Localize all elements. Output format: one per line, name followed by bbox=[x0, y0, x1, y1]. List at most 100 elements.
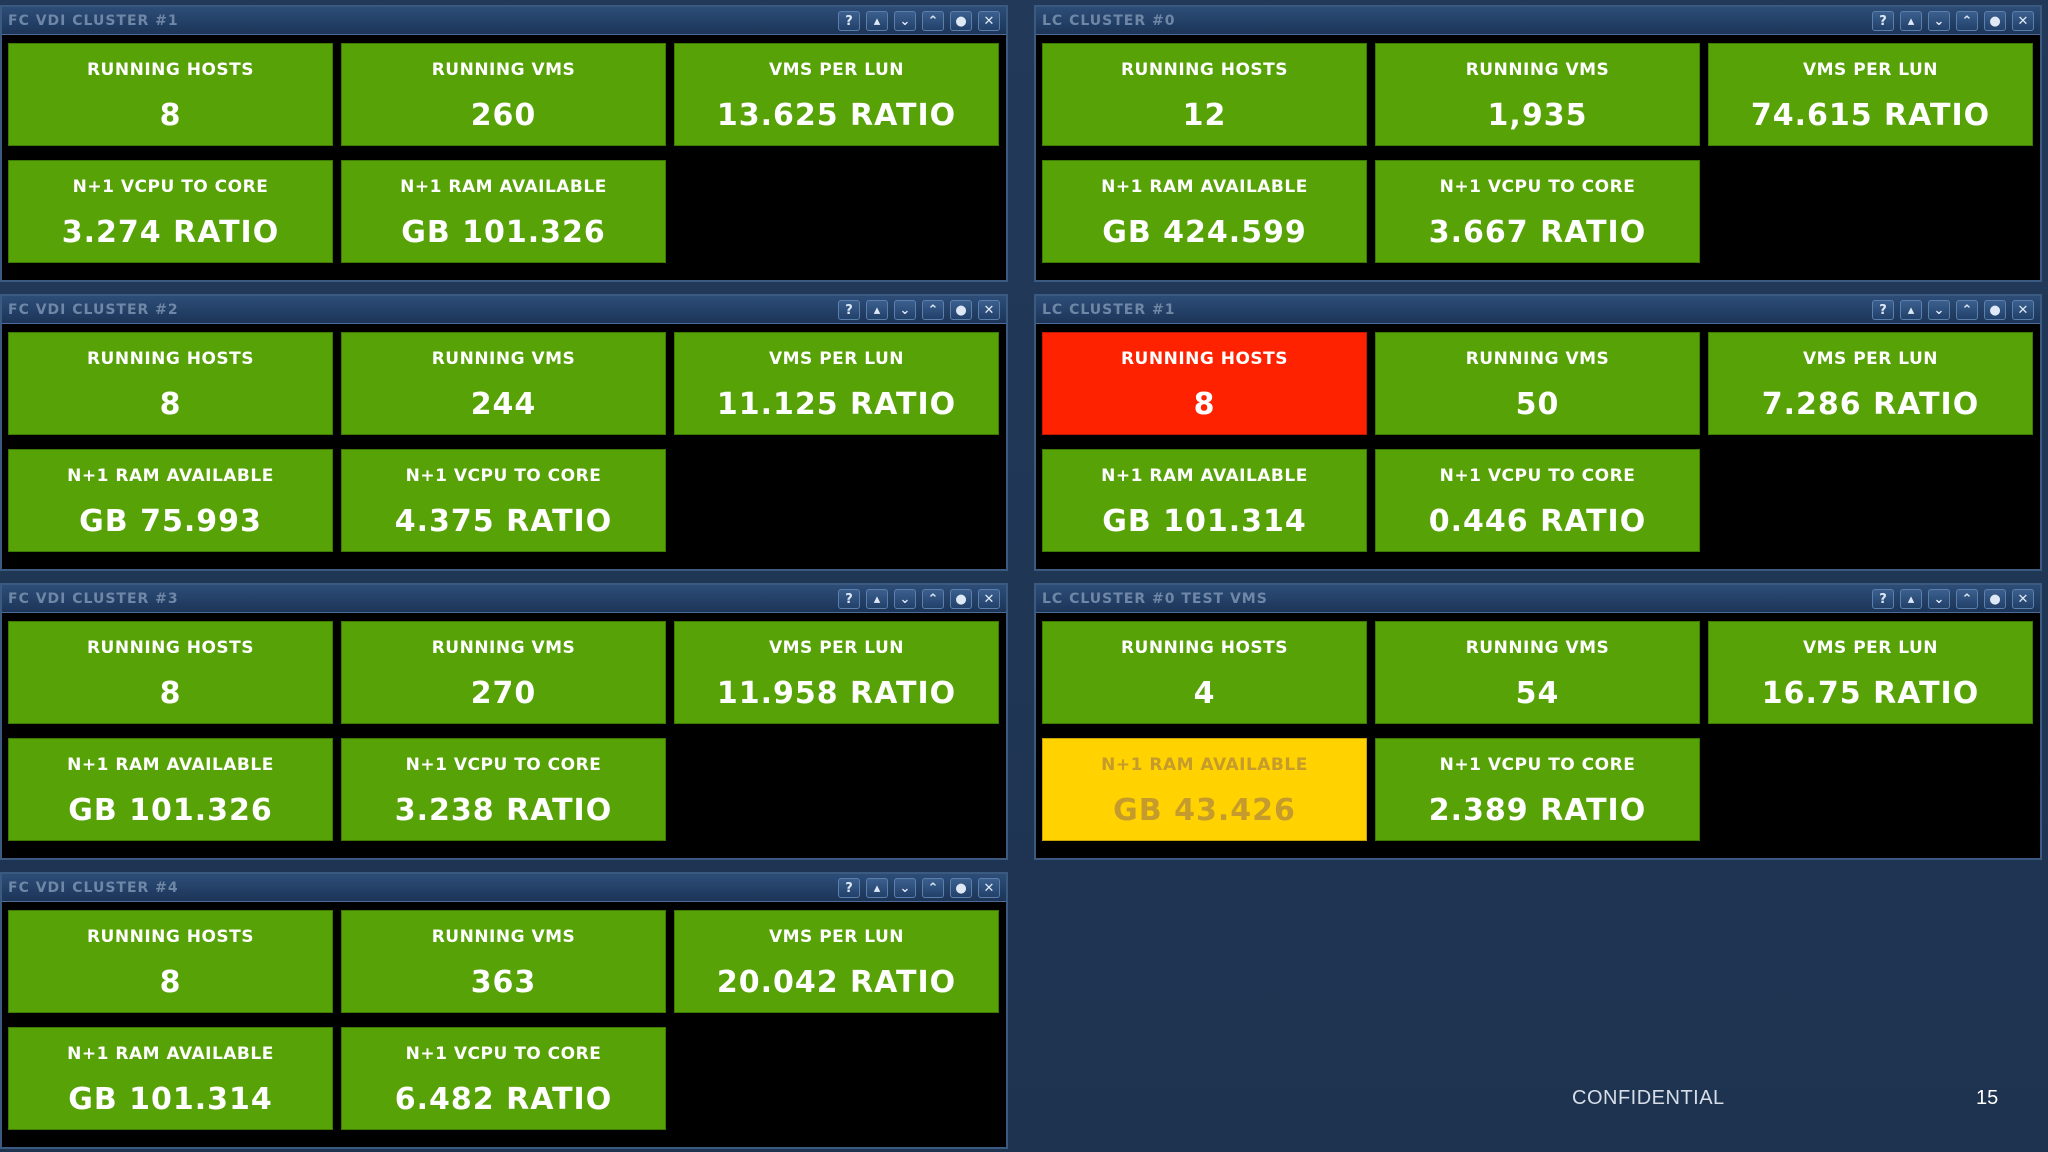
metric-value: 74.615 RATIO bbox=[1750, 98, 1991, 133]
metric-label: N+1 VCPU TO CORE bbox=[405, 1044, 602, 1064]
page-number: 15 bbox=[1976, 1087, 1999, 1109]
metric-tile[interactable]: VMS PER LUN 11.958 RATIO bbox=[674, 621, 999, 724]
metric-tile[interactable]: RUNNING VMS 270 bbox=[341, 621, 666, 724]
metric-value: 20.042 RATIO bbox=[716, 965, 957, 1000]
expand-icon[interactable]: ⌃ bbox=[1956, 299, 1978, 320]
metric-tile[interactable]: RUNNING VMS 260 bbox=[341, 43, 666, 146]
panel-header: LC CLUSTER #1 ? ▴ ⌄ ⌃ ● ✕ bbox=[1036, 296, 2040, 324]
metric-tile[interactable]: N+1 RAM AVAILABLE GB 424.599 bbox=[1042, 160, 1367, 263]
refresh-icon[interactable]: ● bbox=[950, 588, 972, 609]
collapse-icon[interactable]: ⌄ bbox=[1928, 588, 1950, 609]
metric-tile[interactable]: VMS PER LUN 16.75 RATIO bbox=[1708, 621, 2033, 724]
metric-tile[interactable]: VMS PER LUN 11.125 RATIO bbox=[674, 332, 999, 435]
help-icon[interactable]: ? bbox=[838, 588, 860, 609]
panel-title: LC CLUSTER #0 TEST VMS bbox=[1042, 590, 1268, 607]
refresh-icon[interactable]: ● bbox=[950, 10, 972, 31]
panel-controls: ? ▴ ⌄ ⌃ ● ✕ bbox=[1872, 10, 2034, 31]
metric-tile[interactable]: RUNNING HOSTS 8 bbox=[8, 910, 333, 1013]
close-icon[interactable]: ✕ bbox=[978, 299, 1000, 320]
expand-icon[interactable]: ⌃ bbox=[922, 588, 944, 609]
minimize-icon[interactable]: ▴ bbox=[866, 588, 888, 609]
metric-label: RUNNING HOSTS bbox=[86, 927, 255, 947]
metric-tile[interactable]: VMS PER LUN 7.286 RATIO bbox=[1708, 332, 2033, 435]
metric-tile[interactable]: RUNNING HOSTS 8 bbox=[8, 621, 333, 724]
expand-icon[interactable]: ⌃ bbox=[1956, 588, 1978, 609]
metric-tile[interactable]: N+1 RAM AVAILABLE GB 43.426 bbox=[1042, 738, 1367, 841]
panel-header: FC VDI CLUSTER #4 ? ▴ ⌄ ⌃ ● ✕ bbox=[2, 874, 1006, 902]
help-icon[interactable]: ? bbox=[1872, 588, 1894, 609]
help-icon[interactable]: ? bbox=[1872, 10, 1894, 31]
minimize-icon[interactable]: ▴ bbox=[866, 299, 888, 320]
metric-tile[interactable]: N+1 VCPU TO CORE 4.375 RATIO bbox=[341, 449, 666, 552]
expand-icon[interactable]: ⌃ bbox=[922, 299, 944, 320]
panel-fc-vdi-cluster-4: FC VDI CLUSTER #4 ? ▴ ⌄ ⌃ ● ✕ RUNNING HO… bbox=[0, 872, 1008, 1149]
metric-tile[interactable]: RUNNING VMS 50 bbox=[1375, 332, 1700, 435]
collapse-icon[interactable]: ⌄ bbox=[1928, 299, 1950, 320]
collapse-icon[interactable]: ⌄ bbox=[894, 299, 916, 320]
panel-title: FC VDI CLUSTER #4 bbox=[8, 879, 179, 896]
expand-icon[interactable]: ⌃ bbox=[922, 10, 944, 31]
metric-tile[interactable]: N+1 VCPU TO CORE 3.274 RATIO bbox=[8, 160, 333, 263]
metric-tile[interactable]: N+1 VCPU TO CORE 3.238 RATIO bbox=[341, 738, 666, 841]
metric-value: GB 101.314 bbox=[1102, 504, 1307, 539]
metric-label: VMS PER LUN bbox=[1802, 60, 1939, 80]
refresh-icon[interactable]: ● bbox=[1984, 10, 2006, 31]
refresh-icon[interactable]: ● bbox=[1984, 588, 2006, 609]
metric-tile[interactable]: RUNNING HOSTS 4 bbox=[1042, 621, 1367, 724]
metric-tile[interactable]: RUNNING HOSTS 12 bbox=[1042, 43, 1367, 146]
metric-label: N+1 VCPU TO CORE bbox=[405, 755, 602, 775]
metric-tile[interactable]: N+1 RAM AVAILABLE GB 101.314 bbox=[1042, 449, 1367, 552]
minimize-icon[interactable]: ▴ bbox=[866, 10, 888, 31]
collapse-icon[interactable]: ⌄ bbox=[1928, 10, 1950, 31]
refresh-icon[interactable]: ● bbox=[1984, 299, 2006, 320]
help-icon[interactable]: ? bbox=[838, 10, 860, 31]
collapse-icon[interactable]: ⌄ bbox=[894, 10, 916, 31]
metric-value: 11.958 RATIO bbox=[716, 676, 957, 711]
minimize-icon[interactable]: ▴ bbox=[1900, 588, 1922, 609]
metric-tile[interactable]: N+1 RAM AVAILABLE GB 75.993 bbox=[8, 449, 333, 552]
refresh-icon[interactable]: ● bbox=[950, 299, 972, 320]
metric-tile[interactable]: RUNNING VMS 1,935 bbox=[1375, 43, 1700, 146]
metric-value: 16.75 RATIO bbox=[1761, 676, 1980, 711]
expand-icon[interactable]: ⌃ bbox=[922, 877, 944, 898]
help-icon[interactable]: ? bbox=[1872, 299, 1894, 320]
metric-tile[interactable]: VMS PER LUN 20.042 RATIO bbox=[674, 910, 999, 1013]
metric-tile[interactable]: VMS PER LUN 13.625 RATIO bbox=[674, 43, 999, 146]
close-icon[interactable]: ✕ bbox=[978, 588, 1000, 609]
metric-value: GB 101.326 bbox=[68, 793, 273, 828]
panel-header: FC VDI CLUSTER #1 ? ▴ ⌄ ⌃ ● ✕ bbox=[2, 7, 1006, 35]
minimize-icon[interactable]: ▴ bbox=[1900, 299, 1922, 320]
close-icon[interactable]: ✕ bbox=[978, 10, 1000, 31]
metric-tile[interactable]: RUNNING VMS 363 bbox=[341, 910, 666, 1013]
metric-tile[interactable]: VMS PER LUN 74.615 RATIO bbox=[1708, 43, 2033, 146]
metric-tile[interactable]: N+1 RAM AVAILABLE GB 101.326 bbox=[341, 160, 666, 263]
close-icon[interactable]: ✕ bbox=[2012, 299, 2034, 320]
close-icon[interactable]: ✕ bbox=[978, 877, 1000, 898]
collapse-icon[interactable]: ⌄ bbox=[894, 588, 916, 609]
close-icon[interactable]: ✕ bbox=[2012, 10, 2034, 31]
metric-tile[interactable]: N+1 VCPU TO CORE 0.446 RATIO bbox=[1375, 449, 1700, 552]
metric-label: N+1 VCPU TO CORE bbox=[1439, 755, 1636, 775]
panel-header: LC CLUSTER #0 TEST VMS ? ▴ ⌄ ⌃ ● ✕ bbox=[1036, 585, 2040, 613]
metric-value: 3.667 RATIO bbox=[1428, 215, 1647, 250]
help-icon[interactable]: ? bbox=[838, 877, 860, 898]
collapse-icon[interactable]: ⌄ bbox=[894, 877, 916, 898]
refresh-icon[interactable]: ● bbox=[950, 877, 972, 898]
minimize-icon[interactable]: ▴ bbox=[866, 877, 888, 898]
minimize-icon[interactable]: ▴ bbox=[1900, 10, 1922, 31]
close-icon[interactable]: ✕ bbox=[2012, 588, 2034, 609]
metric-tile[interactable]: RUNNING HOSTS 8 bbox=[8, 43, 333, 146]
metric-tile[interactable]: RUNNING HOSTS 8 bbox=[1042, 332, 1367, 435]
metric-tile[interactable]: N+1 RAM AVAILABLE GB 101.326 bbox=[8, 738, 333, 841]
metric-tile[interactable]: RUNNING HOSTS 8 bbox=[8, 332, 333, 435]
metric-tile[interactable]: N+1 RAM AVAILABLE GB 101.314 bbox=[8, 1027, 333, 1130]
metric-tile[interactable]: RUNNING VMS 54 bbox=[1375, 621, 1700, 724]
metric-tile[interactable]: N+1 VCPU TO CORE 6.482 RATIO bbox=[341, 1027, 666, 1130]
metric-tile[interactable]: N+1 VCPU TO CORE 3.667 RATIO bbox=[1375, 160, 1700, 263]
expand-icon[interactable]: ⌃ bbox=[1956, 10, 1978, 31]
panel-controls: ? ▴ ⌄ ⌃ ● ✕ bbox=[1872, 588, 2034, 609]
metric-tile[interactable]: N+1 VCPU TO CORE 2.389 RATIO bbox=[1375, 738, 1700, 841]
metric-tile[interactable]: RUNNING VMS 244 bbox=[341, 332, 666, 435]
help-icon[interactable]: ? bbox=[838, 299, 860, 320]
metric-label: RUNNING VMS bbox=[1465, 349, 1610, 369]
